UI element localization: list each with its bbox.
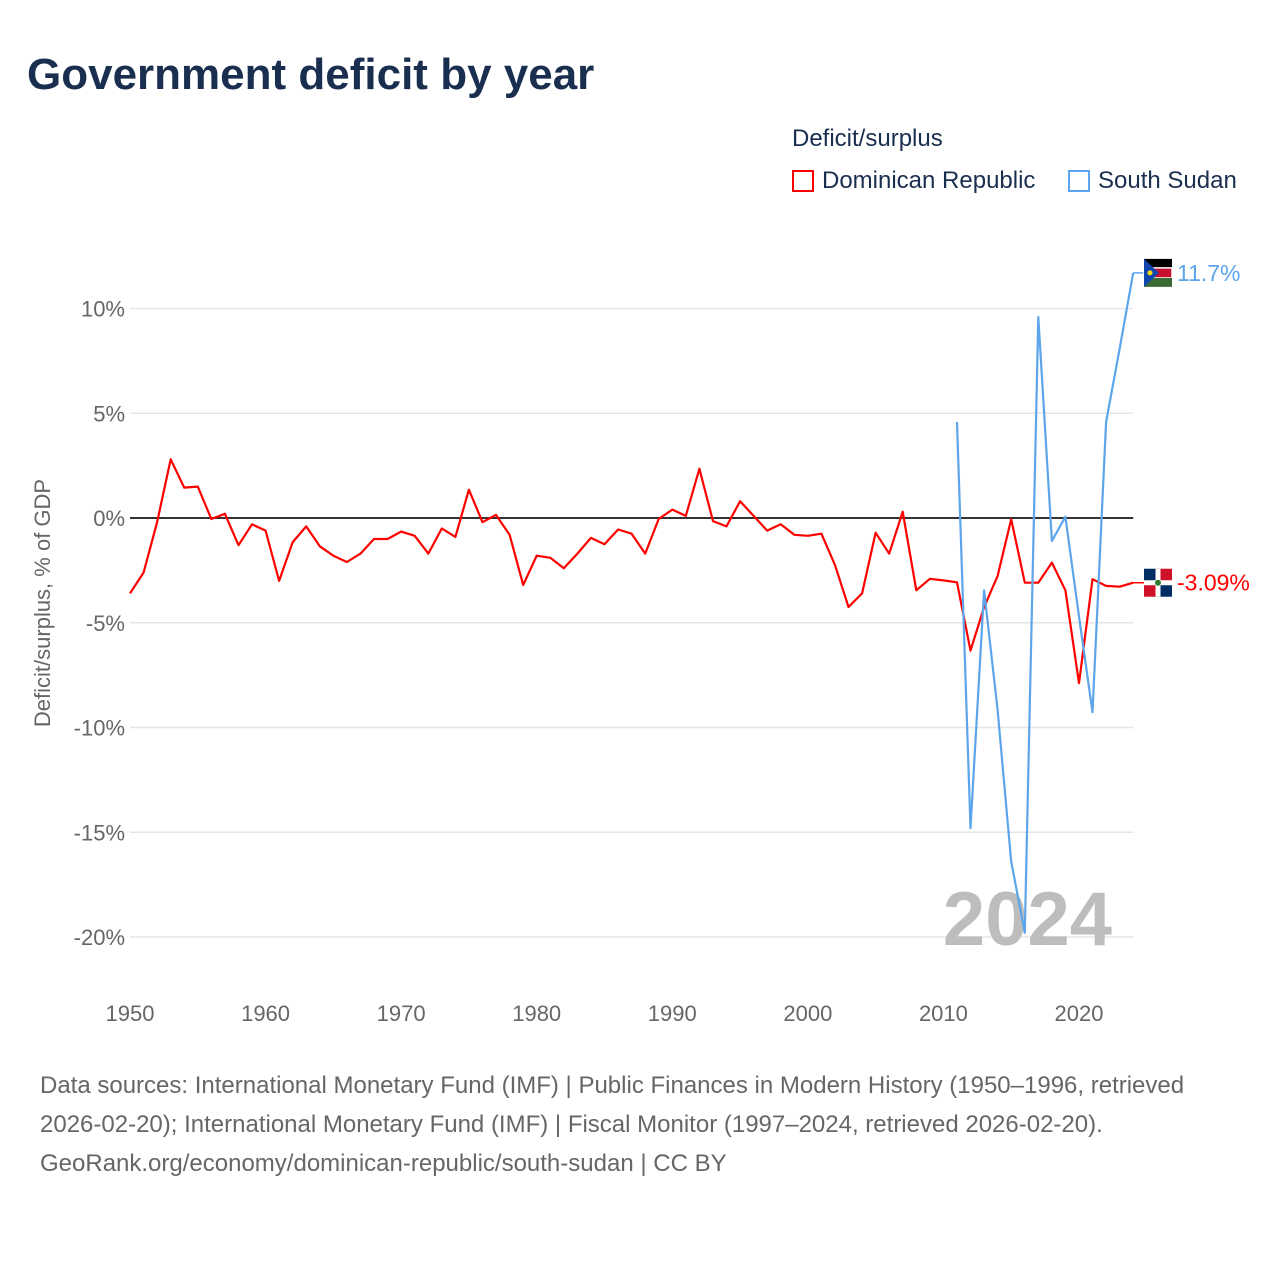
- x-tick-label: 2020: [1055, 1001, 1104, 1026]
- x-tick-label: 2010: [919, 1001, 968, 1026]
- x-tick-label: 1960: [241, 1001, 290, 1026]
- chart-title: Government deficit by year: [27, 50, 595, 99]
- x-tick-label: 2000: [783, 1001, 832, 1026]
- credit-link[interactable]: GeoRank.org/economy/dominican-republic/s…: [40, 1150, 727, 1177]
- y-tick-label: -10%: [74, 716, 125, 741]
- y-tick-label: -15%: [74, 820, 125, 845]
- flag-quadrant: [1144, 568, 1158, 583]
- y-tick-label: 0%: [93, 506, 125, 531]
- y-axis-label: Deficit/surplus, % of GDP: [30, 479, 55, 727]
- flag-stripe: [1144, 277, 1172, 287]
- footer: Data sources: International Monetary Fun…: [40, 1066, 1240, 1183]
- flag-emblem-icon: [1155, 579, 1161, 586]
- data-sources: Data sources: International Monetary Fun…: [40, 1072, 1185, 1138]
- flag-stripe: [1144, 258, 1172, 268]
- end-value-label: 11.7%: [1177, 260, 1241, 286]
- flag-quadrant: [1158, 568, 1172, 583]
- x-tick-label: 1980: [512, 1001, 561, 1026]
- legend-label: Dominican Republic: [822, 167, 1036, 194]
- flag-star-icon: [1147, 270, 1153, 276]
- year-watermark: 2024: [943, 877, 1112, 962]
- flag-quadrant: [1144, 582, 1158, 597]
- legend-item-dominican-republic[interactable]: Dominican Republic: [792, 167, 1035, 195]
- x-tick-label: 1950: [106, 1001, 155, 1026]
- legend-swatch: [792, 170, 814, 192]
- x-tick-label: 1990: [648, 1001, 697, 1026]
- legend-label: South Sudan: [1098, 167, 1237, 194]
- y-tick-label: -5%: [86, 611, 125, 636]
- legend-title: Deficit/surplus: [792, 125, 943, 152]
- flag-quadrant: [1158, 582, 1172, 597]
- y-tick-label: -20%: [74, 925, 125, 950]
- y-tick-label: 10%: [81, 297, 125, 322]
- series-line-dominican-republic: [129, 458, 1134, 685]
- y-tick-label: 5%: [93, 401, 125, 426]
- legend-item-south-sudan[interactable]: South Sudan: [1068, 167, 1237, 195]
- legend-swatch: [1068, 170, 1090, 192]
- end-value-label: -3.09%: [1177, 570, 1250, 596]
- x-tick-label: 1970: [377, 1001, 426, 1026]
- series-line-south-sudan: [955, 272, 1135, 934]
